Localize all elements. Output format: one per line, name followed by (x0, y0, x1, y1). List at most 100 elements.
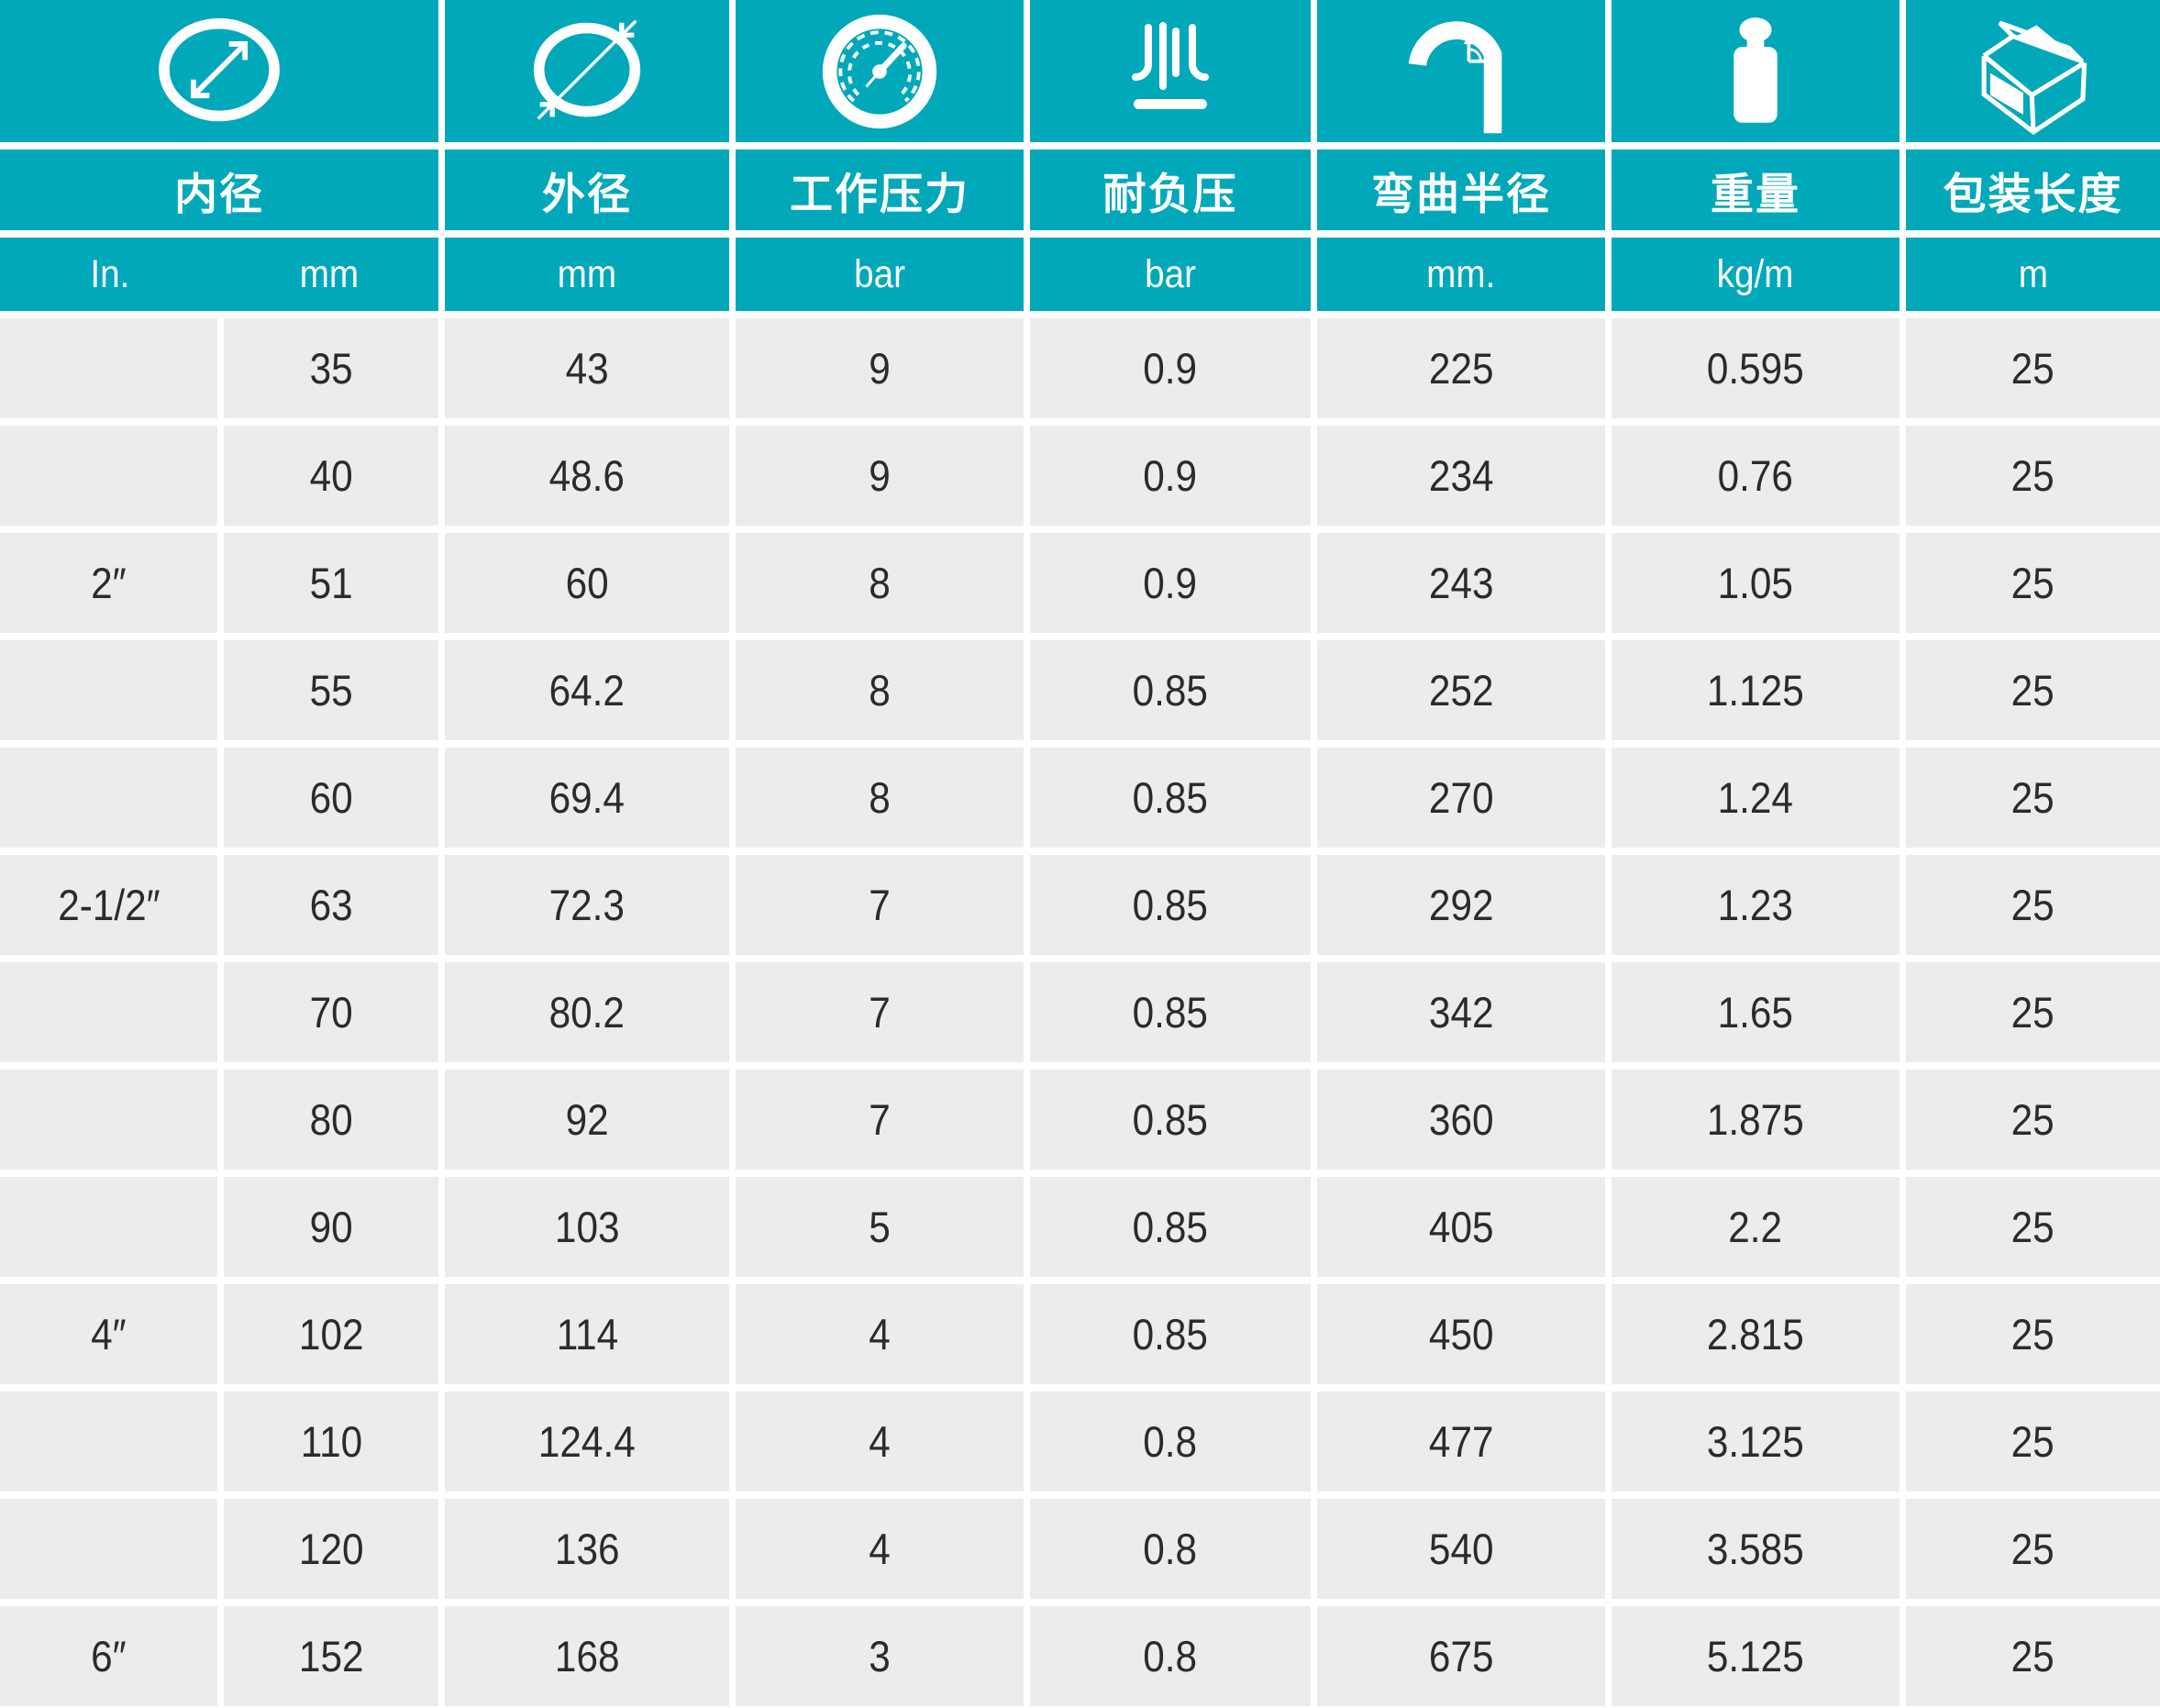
header-icon-cell-weight (1612, 0, 1900, 142)
header-icon-cell-outer-diameter (445, 0, 729, 142)
cell-vacuum-bar: 0.85 (1030, 962, 1311, 1062)
pressure-gauge-icon (817, 9, 942, 134)
cell-outer-diameter-mm: 72.3 (445, 855, 729, 955)
cell-inch-size (0, 1499, 217, 1599)
cell-inch-size: 4″ (0, 1284, 217, 1384)
weight-icon (1708, 15, 1803, 128)
cell-packing-length-m: 25 (1906, 533, 2160, 633)
cell-inner-diameter-mm: 55 (224, 640, 438, 740)
cell-packing-length-m: 25 (1906, 1392, 2160, 1492)
cell-inner-diameter-mm: 51 (224, 533, 438, 633)
cell-outer-diameter-mm: 168 (445, 1606, 729, 1706)
cell-working-pressure-bar: 4 (736, 1284, 1024, 1384)
cell-weight-kgm: 3.125 (1612, 1392, 1900, 1492)
cell-inner-diameter-mm: 40 (224, 426, 438, 526)
vacuum-icon (1115, 17, 1225, 127)
cell-packing-length-m: 25 (1906, 962, 2160, 1062)
cell-bend-radius-mm: 540 (1317, 1499, 1605, 1599)
cell-inner-diameter-mm: 110 (224, 1392, 438, 1492)
cell-working-pressure-bar: 7 (736, 1070, 1024, 1170)
cell-packing-length-m: 25 (1906, 1070, 2160, 1170)
cell-inch-size: 2″ (0, 533, 217, 633)
cell-outer-diameter-mm: 80.2 (445, 962, 729, 1062)
cell-working-pressure-bar: 7 (736, 855, 1024, 955)
cell-packing-length-m: 25 (1906, 640, 2160, 740)
cell-weight-kgm: 0.76 (1612, 426, 1900, 526)
cell-weight-kgm: 1.875 (1612, 1070, 1900, 1170)
cell-outer-diameter-mm: 136 (445, 1499, 729, 1599)
cell-working-pressure-bar: 9 (736, 318, 1024, 418)
cell-vacuum-bar: 0.85 (1030, 1177, 1311, 1277)
header-label-bend-radius: 弯曲半径 (1317, 150, 1605, 230)
cell-inner-diameter-mm: 102 (224, 1284, 438, 1384)
cell-vacuum-bar: 0.85 (1030, 1284, 1311, 1384)
cell-vacuum-bar: 0.9 (1030, 426, 1311, 526)
unit-inch: In. (89, 251, 130, 296)
cell-outer-diameter-mm: 48.6 (445, 426, 729, 526)
cell-inner-diameter-mm: 90 (224, 1177, 438, 1277)
cell-inch-size (0, 1392, 217, 1492)
header-unit-outer-diameter: mm (445, 238, 729, 311)
cell-working-pressure-bar: 4 (736, 1392, 1024, 1492)
cell-outer-diameter-mm: 43 (445, 318, 729, 418)
outer-diameter-icon (518, 14, 656, 129)
cell-inch-size (0, 1177, 217, 1277)
cell-weight-kgm: 1.24 (1612, 748, 1900, 848)
cell-vacuum-bar: 0.85 (1030, 855, 1311, 955)
cell-bend-radius-mm: 234 (1317, 426, 1605, 526)
cell-bend-radius-mm: 477 (1317, 1392, 1605, 1492)
cell-weight-kgm: 1.125 (1612, 640, 1900, 740)
cell-weight-kgm: 3.585 (1612, 1499, 1900, 1599)
header-label-packing-length: 包装长度 (1906, 150, 2160, 230)
cell-bend-radius-mm: 243 (1317, 533, 1605, 633)
header-label-outer-diameter: 外径 (445, 150, 729, 230)
cell-working-pressure-bar: 8 (736, 533, 1024, 633)
cell-packing-length-m: 25 (1906, 1499, 2160, 1599)
cell-outer-diameter-mm: 114 (445, 1284, 729, 1384)
header-unit-working-pressure: bar (736, 238, 1024, 311)
cell-working-pressure-bar: 5 (736, 1177, 1024, 1277)
header-unit-packing-length: m (1906, 238, 2160, 311)
header-unit-weight: kg/m (1612, 238, 1900, 311)
cell-inch-size (0, 962, 217, 1062)
cell-inner-diameter-mm: 152 (224, 1606, 438, 1706)
cell-weight-kgm: 0.595 (1612, 318, 1900, 418)
cell-vacuum-bar: 0.8 (1030, 1606, 1311, 1706)
header-unit-inner-diameter: In. mm (0, 238, 438, 311)
inner-diameter-icon (150, 14, 288, 129)
cell-inch-size: 6″ (0, 1606, 217, 1706)
cell-bend-radius-mm: 675 (1317, 1606, 1605, 1706)
cell-weight-kgm: 1.05 (1612, 533, 1900, 633)
cell-packing-length-m: 25 (1906, 748, 2160, 848)
cell-bend-radius-mm: 225 (1317, 318, 1605, 418)
cell-bend-radius-mm: 270 (1317, 748, 1605, 848)
header-unit-vacuum: bar (1030, 238, 1311, 311)
cell-inch-size: 2-1/2″ (0, 855, 217, 955)
cell-inner-diameter-mm: 60 (224, 748, 438, 848)
cell-outer-diameter-mm: 92 (445, 1070, 729, 1170)
cell-working-pressure-bar: 7 (736, 962, 1024, 1062)
header-icon-cell-bend-radius (1317, 0, 1605, 142)
cell-outer-diameter-mm: 60 (445, 533, 729, 633)
cell-packing-length-m: 25 (1906, 1606, 2160, 1706)
cell-packing-length-m: 25 (1906, 318, 2160, 418)
cell-weight-kgm: 1.65 (1612, 962, 1900, 1062)
cell-weight-kgm: 2.815 (1612, 1284, 1900, 1384)
header-label-weight: 重量 (1612, 150, 1900, 230)
cell-weight-kgm: 2.2 (1612, 1177, 1900, 1277)
cell-packing-length-m: 25 (1906, 1177, 2160, 1277)
package-icon (1973, 6, 2094, 137)
bend-radius-icon (1397, 5, 1525, 139)
cell-bend-radius-mm: 450 (1317, 1284, 1605, 1384)
cell-working-pressure-bar: 8 (736, 640, 1024, 740)
cell-inner-diameter-mm: 80 (224, 1070, 438, 1170)
header-icon-cell-vacuum (1030, 0, 1311, 142)
header-unit-bend-radius: mm. (1317, 238, 1605, 311)
cell-bend-radius-mm: 292 (1317, 855, 1605, 955)
cell-inner-diameter-mm: 63 (224, 855, 438, 955)
cell-inch-size (0, 1070, 217, 1170)
cell-packing-length-m: 25 (1906, 1284, 2160, 1384)
cell-vacuum-bar: 0.8 (1030, 1392, 1311, 1492)
cell-outer-diameter-mm: 103 (445, 1177, 729, 1277)
